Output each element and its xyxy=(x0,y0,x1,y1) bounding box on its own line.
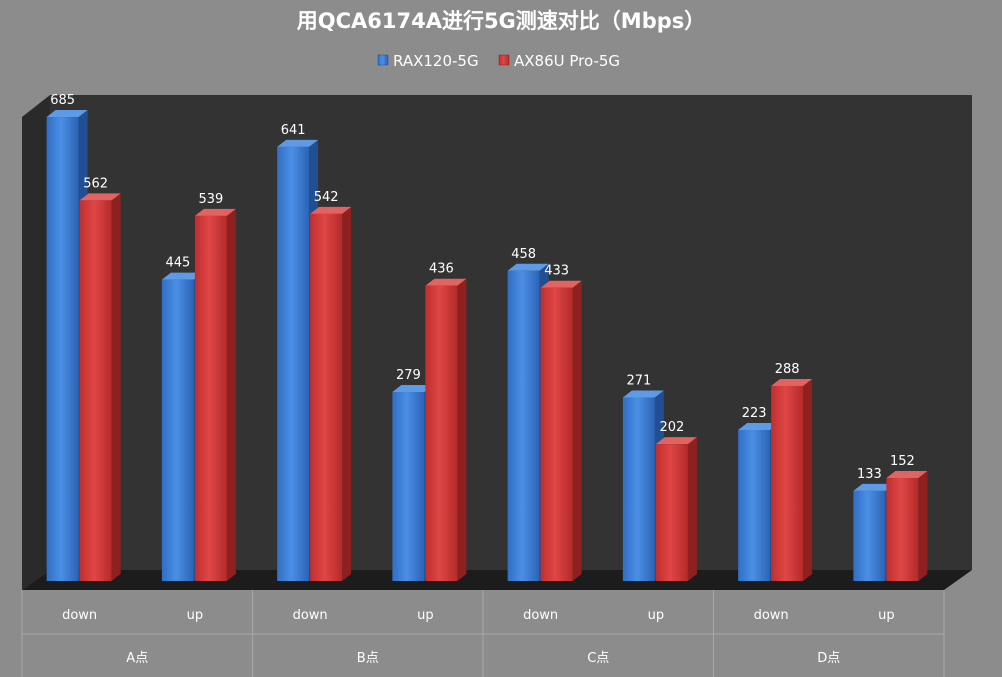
bar-top xyxy=(194,208,236,216)
bar-front xyxy=(392,392,425,581)
bar-top xyxy=(853,483,895,491)
bar-front xyxy=(771,385,804,581)
value-label-rax120-0: 685 xyxy=(50,93,75,108)
bar-side xyxy=(803,378,813,581)
bar-front xyxy=(853,490,886,581)
bar-front xyxy=(161,279,194,581)
legend-label-rax120: RAX120-5G xyxy=(393,52,479,70)
value-label-ax86u-0: 562 xyxy=(83,176,108,191)
bar-front xyxy=(738,429,771,581)
category-axis-grid xyxy=(21,590,945,677)
bar-ax86u-6 xyxy=(771,378,813,581)
bar-top xyxy=(540,280,582,288)
value-label-rax120-5: 271 xyxy=(626,373,651,388)
bar-front xyxy=(194,215,227,581)
bar-top xyxy=(771,378,813,386)
value-label-ax86u-1: 539 xyxy=(198,192,223,207)
value-label-ax86u-4: 433 xyxy=(544,264,569,279)
bar-side xyxy=(226,208,236,581)
bar-front xyxy=(425,285,458,581)
legend-label-ax86u: AX86U Pro-5G xyxy=(514,52,620,70)
chart-title: 用QCA6174A进行5G测速对比（Mbps） xyxy=(297,9,706,33)
bar-top xyxy=(161,272,203,280)
category-label-3: up xyxy=(417,608,434,623)
value-label-ax86u-7: 152 xyxy=(890,454,915,469)
legend-swatch-ax86u xyxy=(498,54,510,66)
group-label-1: B点 xyxy=(357,651,379,666)
group-label-0: A点 xyxy=(126,651,148,666)
bar-top xyxy=(79,193,121,201)
value-labels-layer: 685 562 445 539 641 542 279 436 458 433 271 202 223 2… xyxy=(50,93,915,482)
value-label-ax86u-6: 288 xyxy=(775,362,800,377)
bar-side xyxy=(457,278,467,581)
category-label-6: down xyxy=(754,608,789,623)
bar-side xyxy=(111,193,121,581)
bar-top xyxy=(622,390,664,398)
bar-top xyxy=(425,278,467,286)
bar-top xyxy=(277,139,319,147)
bar-top xyxy=(392,385,434,393)
bar-top xyxy=(655,437,697,445)
bar-ax86u-1 xyxy=(194,208,236,581)
value-label-rax120-3: 279 xyxy=(396,368,421,383)
legend-swatch-rax120 xyxy=(377,54,389,66)
bar-front xyxy=(277,146,310,581)
category-labels-layer: down up down up down up down up A点 B点 C点 D点 xyxy=(62,608,895,666)
value-label-rax120-4: 458 xyxy=(511,247,536,262)
group-label-3: D点 xyxy=(817,651,840,666)
bar-front xyxy=(79,200,112,581)
value-label-ax86u-3: 436 xyxy=(429,262,454,277)
group-label-2: C点 xyxy=(587,651,609,666)
bar-ax86u-5 xyxy=(655,437,697,581)
bar-top xyxy=(507,263,549,271)
category-label-7: up xyxy=(878,608,895,623)
plot-floor xyxy=(22,570,972,590)
bar-front xyxy=(622,397,655,581)
bar-side xyxy=(572,280,582,581)
bars-layer xyxy=(46,110,928,582)
value-label-rax120-7: 133 xyxy=(857,467,882,482)
legend: RAX120-5G AX86U Pro-5G xyxy=(377,52,620,70)
bar-front xyxy=(540,287,573,581)
bar-top xyxy=(886,471,928,479)
bar-side xyxy=(342,206,352,582)
bar-front xyxy=(886,478,919,581)
category-label-5: up xyxy=(648,608,665,623)
bar-top xyxy=(46,110,88,118)
bar-front xyxy=(46,117,79,581)
value-label-ax86u-2: 542 xyxy=(314,190,339,205)
value-label-ax86u-5: 202 xyxy=(659,420,684,435)
value-label-rax120-2: 641 xyxy=(281,123,306,138)
bar-front xyxy=(310,213,343,582)
bar-side xyxy=(918,471,928,581)
plot-side-wall xyxy=(22,95,50,590)
bar-front xyxy=(655,444,688,581)
bar-front xyxy=(507,270,540,581)
value-label-rax120-6: 223 xyxy=(742,406,767,421)
category-label-1: up xyxy=(187,608,204,623)
bar-top xyxy=(738,422,780,430)
value-label-rax120-1: 445 xyxy=(165,256,190,271)
category-label-2: down xyxy=(293,608,328,623)
bar-top xyxy=(310,206,352,214)
bar-ax86u-4 xyxy=(540,280,582,581)
bar-ax86u-3 xyxy=(425,278,467,581)
category-label-0: down xyxy=(62,608,97,623)
category-label-4: down xyxy=(523,608,558,623)
bar-ax86u-7 xyxy=(886,471,928,581)
bar-side xyxy=(687,437,697,581)
bar-ax86u-0 xyxy=(79,193,121,581)
bar-ax86u-2 xyxy=(310,206,352,582)
